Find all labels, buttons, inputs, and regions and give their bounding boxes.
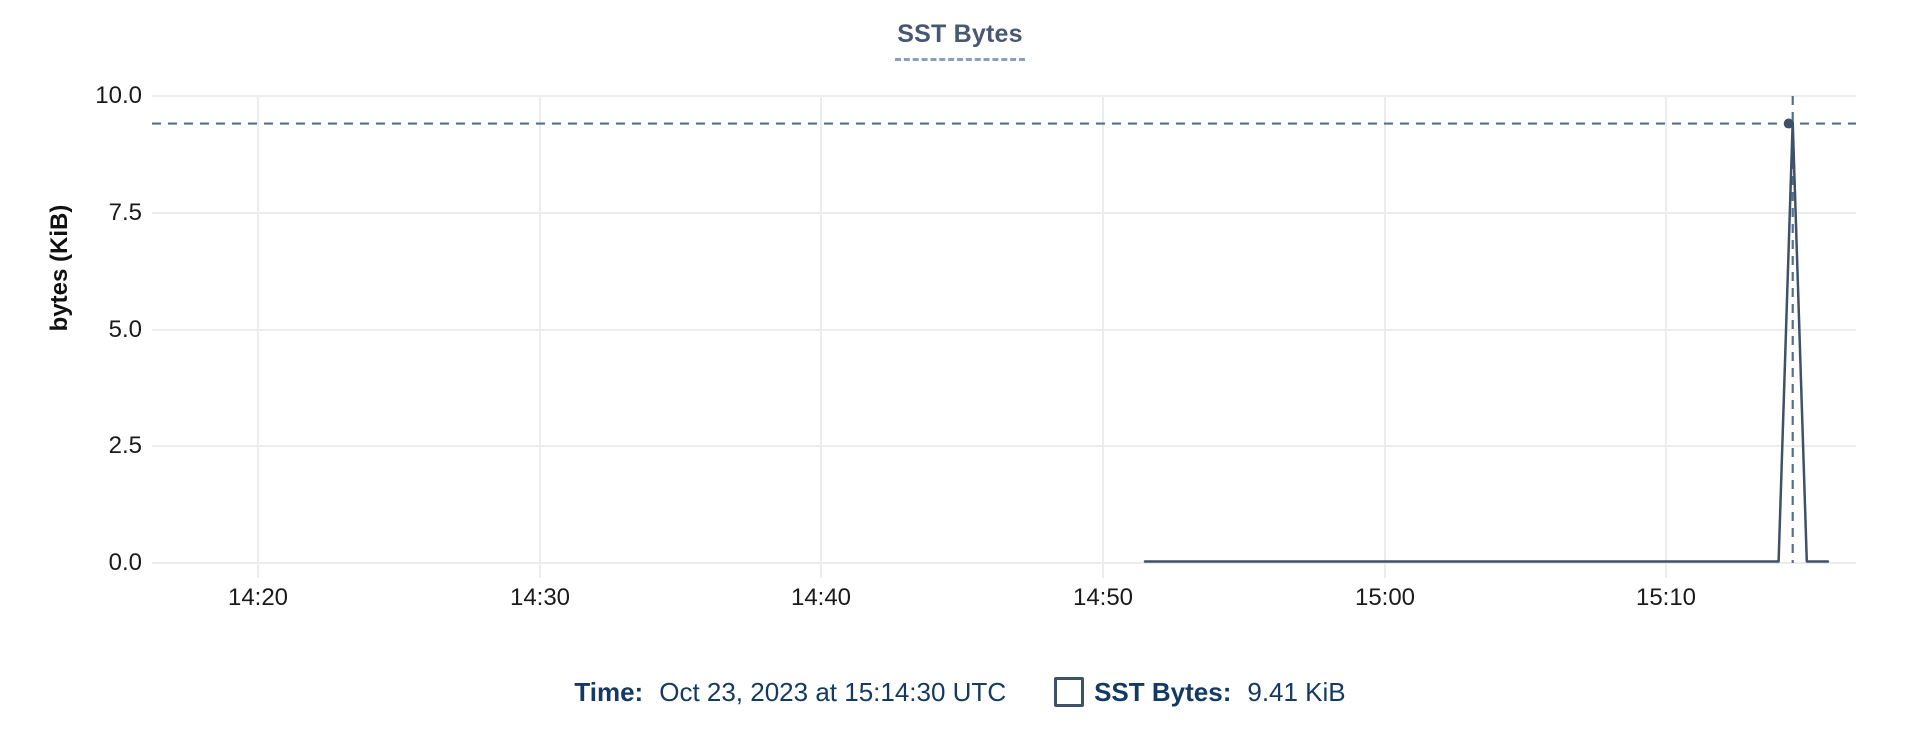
x-tick-label: 14:40 [790, 584, 852, 611]
chart-title-row: SST Bytes [0, 20, 1920, 61]
chart-canvas [152, 95, 1856, 578]
y-tick-label: 10.0 [95, 82, 142, 109]
y-tick-label: 5.0 [108, 316, 142, 343]
y-tick-label: 0.0 [108, 549, 142, 576]
tooltip-series-group: SST Bytes: 9.41 KiB [1054, 677, 1346, 708]
sst-bytes-series-line [1143, 120, 1830, 563]
vertical-gridlines [257, 96, 1667, 578]
y-tick-label: 2.5 [108, 432, 142, 459]
chart-title[interactable]: SST Bytes [895, 20, 1025, 61]
tooltip-time-group: Time: Oct 23, 2023 at 15:14:30 UTC [574, 677, 1006, 708]
x-tick-label: 15:00 [1354, 584, 1416, 611]
x-tick-label: 14:50 [1072, 584, 1134, 611]
x-tick-label: 14:20 [227, 584, 289, 611]
hover-tooltip-legend: Time: Oct 23, 2023 at 15:14:30 UTC SST B… [0, 672, 1920, 712]
tooltip-time-label: Time: [574, 676, 644, 707]
tooltip-series-value: 9.41 KiB [1247, 676, 1346, 707]
chart-plot-area[interactable]: bytes (KiB) 10.0 7.5 5.0 2.5 0.0 14:20 1… [0, 0, 1920, 640]
series-toggle-checkbox[interactable] [1054, 677, 1085, 707]
hovered-point-dot [1783, 118, 1794, 129]
tooltip-series-label: SST Bytes: [1094, 676, 1232, 707]
tooltip-time-value: Oct 23, 2023 at 15:14:30 UTC [659, 676, 1007, 707]
x-tick-label: 15:10 [1635, 584, 1697, 611]
x-tick-label: 14:30 [509, 584, 571, 611]
horizontal-gridlines [152, 95, 1856, 564]
y-tick-label: 7.5 [108, 199, 142, 226]
